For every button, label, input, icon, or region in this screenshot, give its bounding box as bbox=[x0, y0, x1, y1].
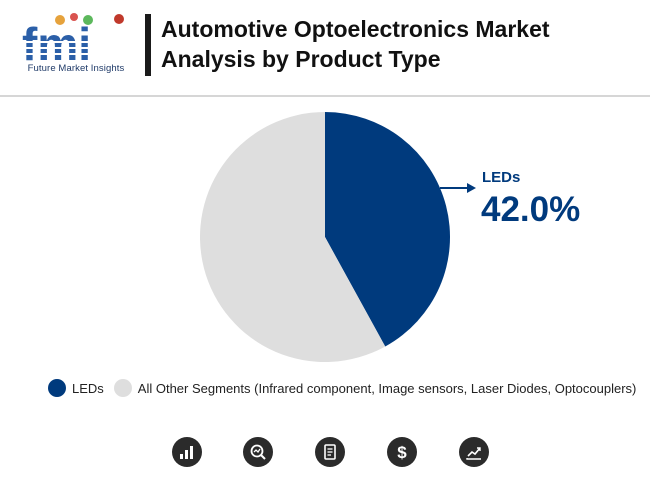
trend-chart-icon[interactable] bbox=[459, 437, 489, 467]
legend-swatch-leds bbox=[48, 379, 66, 397]
pie-chart: LEDs 42.0% bbox=[0, 100, 650, 370]
dollar-icon[interactable]: $ bbox=[387, 437, 417, 467]
fmi-logo-mark: fmi bbox=[20, 13, 132, 64]
svg-text:$: $ bbox=[397, 443, 407, 461]
annotation-value: 42.0% bbox=[481, 190, 580, 229]
pie-slice-other bbox=[200, 112, 386, 362]
report-icon[interactable] bbox=[315, 437, 345, 467]
annotation-arrow-head bbox=[467, 183, 476, 193]
title-line-2: Analysis by Product Type bbox=[161, 46, 441, 72]
legend: LEDs All Other Segments (Infrared compon… bbox=[48, 376, 646, 400]
footer-icon-row: $ bbox=[0, 437, 650, 469]
annotation-label: LEDs bbox=[482, 169, 520, 186]
legend-label-other: All Other Segments (Infrared component, … bbox=[137, 380, 637, 396]
logo-subtitle: Future Market Insights bbox=[27, 63, 125, 74]
header-divider bbox=[0, 95, 650, 97]
pie-slice-leds bbox=[325, 112, 451, 347]
bar-chart-icon[interactable] bbox=[172, 437, 202, 467]
legend-swatch-other bbox=[113, 379, 132, 397]
legend-label-leds: LEDs bbox=[72, 380, 104, 396]
magnifier-chart-icon[interactable] bbox=[243, 437, 273, 467]
fmi-logo: fmi Future Market Insights bbox=[20, 12, 132, 78]
title-accent-bar bbox=[145, 14, 151, 76]
pie-chart-svg: LEDs 42.0% bbox=[200, 112, 580, 362]
title-line-1: Automotive Optoelectronics Market bbox=[161, 16, 550, 42]
legend-item-leds: LEDs bbox=[48, 379, 104, 397]
header: fmi Future Market Insights Automotive Op… bbox=[0, 0, 650, 95]
legend-item-other: All Other Segments (Infrared component, … bbox=[113, 379, 637, 397]
page-title: Automotive Optoelectronics Market Analys… bbox=[161, 14, 631, 74]
